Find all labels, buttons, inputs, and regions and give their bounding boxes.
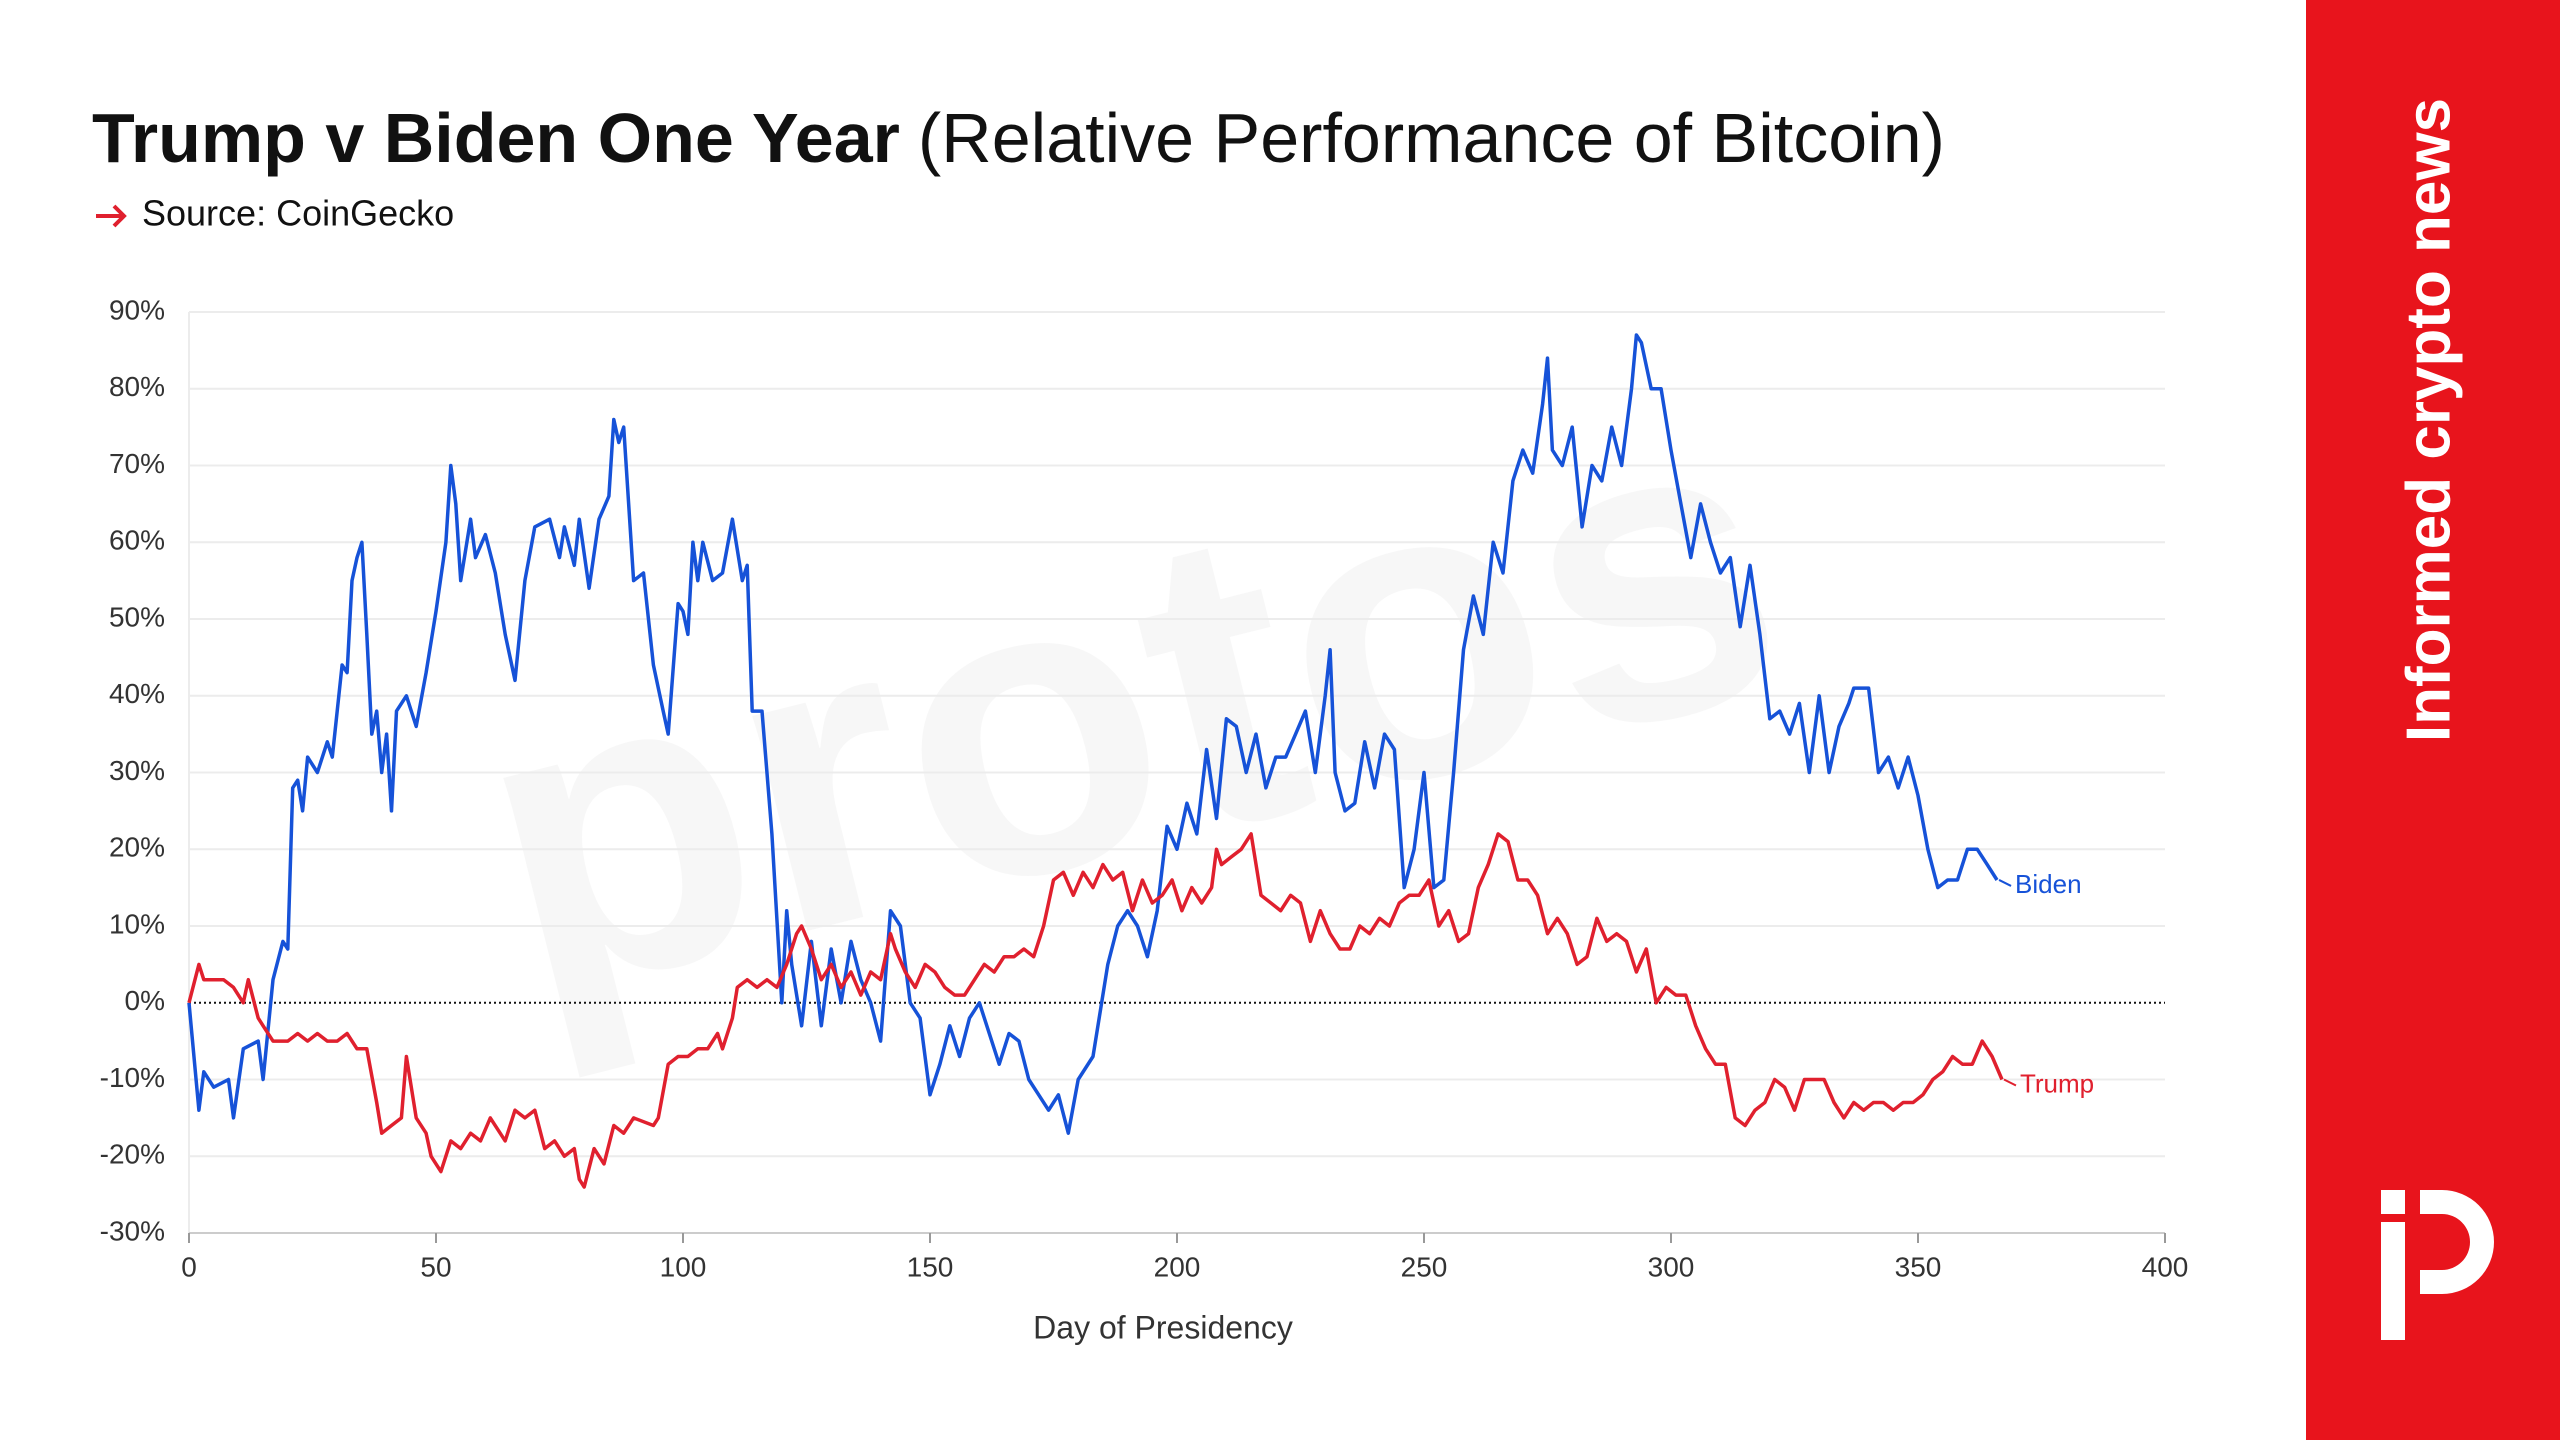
chart-title: Trump v Biden One Year (Relative Performa… [92,99,1945,177]
x-tick-label: 100 [660,1251,707,1282]
y-tick-label: 90% [109,294,165,325]
x-tick-label: 150 [907,1251,954,1282]
source: Source: CoinGecko [142,193,454,234]
title-main: Trump v Biden One Year [92,99,900,177]
y-tick-label: 10% [109,908,165,939]
logo-stem [2381,1222,2405,1340]
x-tick-label: 350 [1895,1251,1942,1282]
y-tick-label: 60% [109,525,165,556]
series-line [187,832,2004,1189]
y-tick-label: 30% [109,755,165,786]
y-tick-label: 0% [125,985,165,1016]
x-tick-label: 300 [1648,1251,1695,1282]
y-tick-label: -20% [100,1139,165,1170]
series-label-connector [1998,879,2012,887]
y-tick-label: 40% [109,678,165,709]
x-axis-label: Day of Presidency [1033,1309,1293,1345]
x-tick-label: 400 [2142,1251,2189,1282]
y-tick-label: 20% [109,832,165,863]
source-arrow [96,204,127,228]
x-tick-label: 250 [1401,1251,1448,1282]
title-suffix: (Relative Performance of Bitcoin) [918,99,1945,177]
x-tick-label: 200 [1154,1251,1201,1282]
logo-bowl [2420,1190,2494,1294]
y-tick-label: -10% [100,1062,165,1093]
series-label-connector [2003,1078,2017,1087]
y-tick-label: -30% [100,1215,165,1246]
y-tick-label: 50% [109,601,165,632]
brand-tagline: Informed crypto news [2394,98,2463,742]
y-tick-label: 70% [109,448,165,479]
y-tick-label: 80% [109,371,165,402]
series-label: Biden [2015,869,2082,899]
x-tick-label: 0 [181,1251,197,1282]
series-label: Trump [2020,1068,2094,1098]
x-tick-label: 50 [420,1251,451,1282]
brand-logo [2381,1190,2494,1340]
series-line [187,333,1999,1135]
logo-dot [2381,1190,2405,1214]
